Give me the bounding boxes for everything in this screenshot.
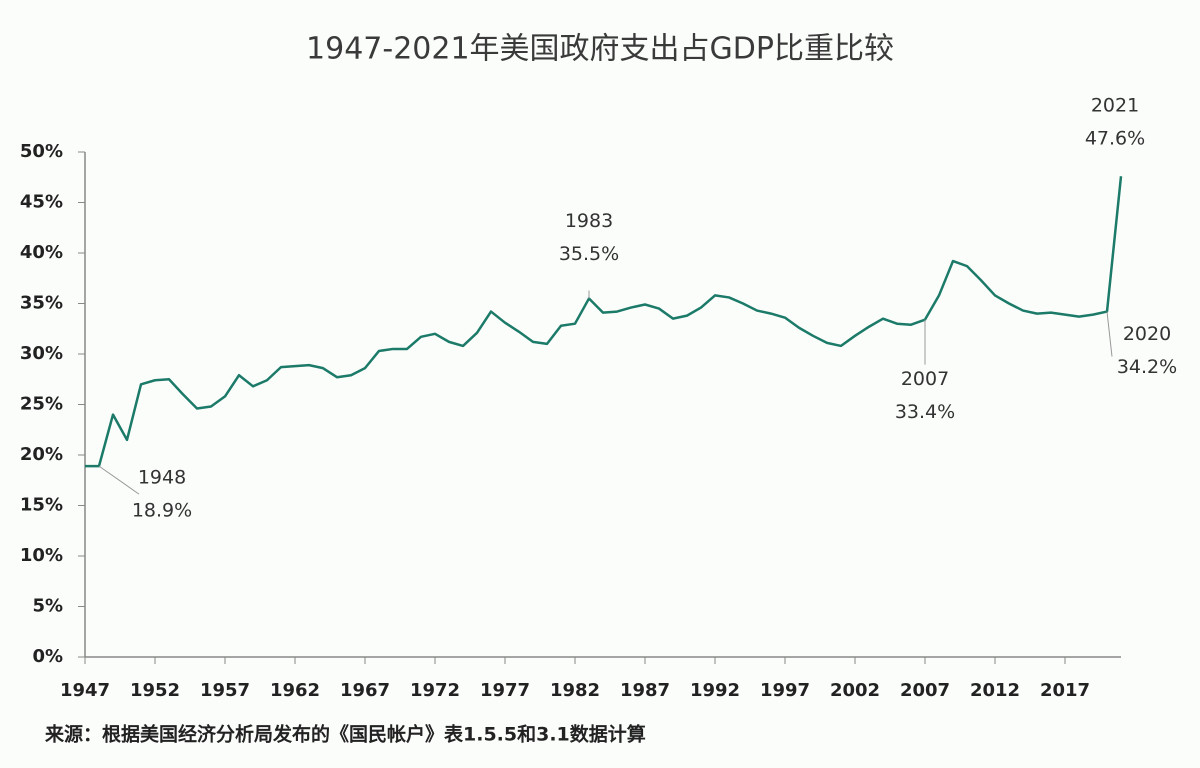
annotation-year: 1948 xyxy=(138,467,186,489)
annotation-leader xyxy=(98,465,140,495)
x-tick-label: 1957 xyxy=(200,680,250,701)
x-tick-label: 2007 xyxy=(900,680,950,701)
annotation-value: 34.2% xyxy=(1117,356,1177,378)
y-tick-label: 20% xyxy=(20,444,63,465)
annotation-value: 35.5% xyxy=(559,243,619,265)
annotation-year: 2020 xyxy=(1123,323,1171,345)
x-tick-label: 1967 xyxy=(340,680,390,701)
y-tick-label: 0% xyxy=(32,646,63,667)
chart-title: 1947-2021年美国政府支出占GDP比重比较 xyxy=(306,32,894,67)
x-tick-label: 2017 xyxy=(1040,680,1090,701)
annotation-year: 1983 xyxy=(565,210,613,232)
x-tick-label: 1997 xyxy=(760,680,810,701)
x-tick-label: 1952 xyxy=(130,680,180,701)
x-tick-label: 1972 xyxy=(410,680,460,701)
y-tick-label: 25% xyxy=(20,394,63,415)
annotation-value: 33.4% xyxy=(895,401,955,423)
annotation-year: 2021 xyxy=(1091,95,1139,117)
y-tick-label: 35% xyxy=(20,293,63,314)
y-tick-label: 5% xyxy=(32,596,63,617)
annotation-year: 2007 xyxy=(901,368,949,390)
y-tick-label: 30% xyxy=(20,343,63,364)
series-line xyxy=(85,176,1123,468)
y-tick-label: 15% xyxy=(20,495,63,516)
y-tick-label: 40% xyxy=(20,242,63,263)
x-tick-label: 1987 xyxy=(620,680,670,701)
source-note: 来源：根据美国经济分析局发布的《国民帐户》表1.5.5和3.1数据计算 xyxy=(45,723,646,746)
x-tick-label: 1992 xyxy=(690,680,740,701)
x-tick-label: 1947 xyxy=(60,680,110,701)
y-tick-label: 45% xyxy=(20,192,63,213)
y-tick-label: 10% xyxy=(20,545,63,566)
annotation-value: 18.9% xyxy=(132,500,192,522)
x-tick-label: 2002 xyxy=(830,680,880,701)
annotation-leader xyxy=(1106,311,1113,357)
x-tick-label: 1977 xyxy=(480,680,530,701)
annotation-value: 47.6% xyxy=(1085,128,1145,150)
x-tick-label: 1962 xyxy=(270,680,320,701)
x-tick-label: 1982 xyxy=(550,680,600,701)
y-tick-label: 50% xyxy=(20,141,63,162)
x-tick-label: 2012 xyxy=(970,680,1020,701)
